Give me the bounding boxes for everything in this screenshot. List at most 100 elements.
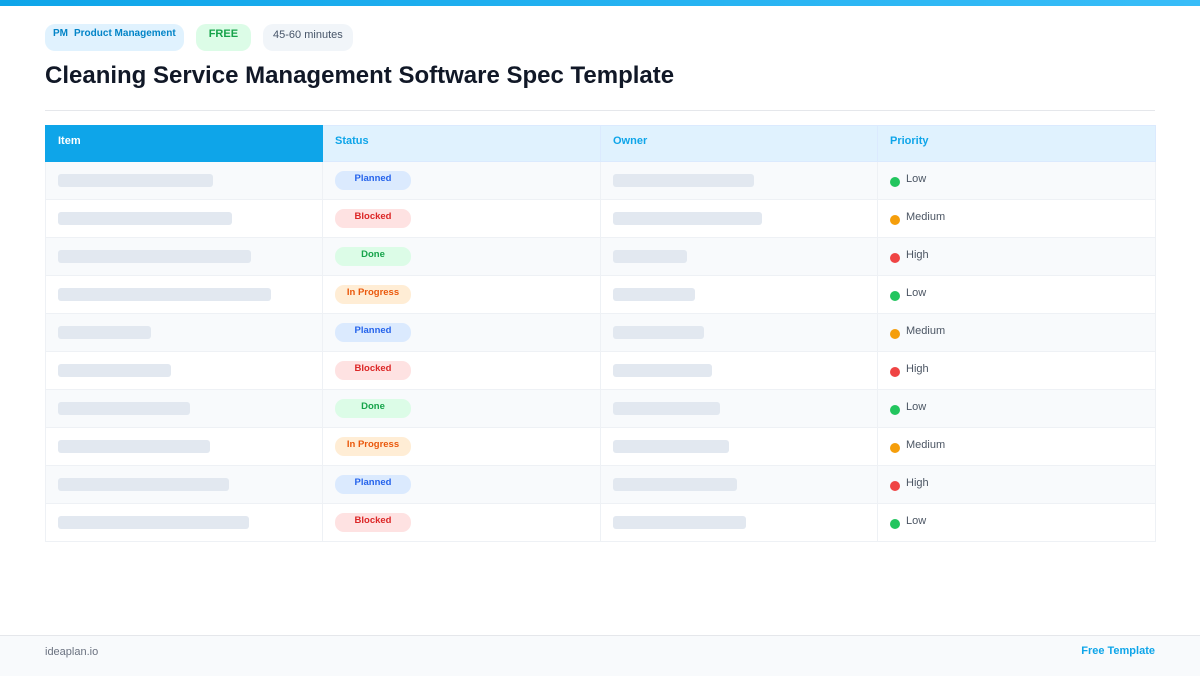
status-cell: Blocked <box>322 351 601 390</box>
priority-cell: High <box>877 465 1156 504</box>
item-cell <box>45 199 323 238</box>
priority-indicator: Low <box>890 514 1143 529</box>
priority-label: Low <box>906 515 927 527</box>
priority-indicator: High <box>890 362 1143 377</box>
item-cell <box>45 313 323 352</box>
priority-dot-icon <box>890 214 900 225</box>
owner-cell <box>600 313 878 352</box>
priority-cell: Medium <box>877 199 1156 238</box>
priority-label: Medium <box>906 439 946 451</box>
category-badge: PM Product Management <box>45 24 184 51</box>
item-cell <box>45 237 323 276</box>
category-badge-prefix: PM <box>53 28 68 39</box>
priority-label: Low <box>906 173 927 185</box>
owner-placeholder-bar <box>613 440 729 453</box>
status-badge: Planned <box>335 475 411 494</box>
priority-cell: Low <box>877 275 1156 314</box>
priority-label: High <box>906 249 929 261</box>
badge-row: PM Product Management FREE 45-60 minutes <box>45 24 353 51</box>
priority-cell: High <box>877 237 1156 276</box>
table-row: Planned High <box>45 465 1156 504</box>
status-cell: Planned <box>322 313 601 352</box>
priority-indicator: Low <box>890 286 1143 301</box>
owner-placeholder-bar <box>613 326 704 339</box>
priority-dot-icon <box>890 442 900 453</box>
item-cell <box>45 275 323 314</box>
header-priority: Priority <box>877 125 1156 162</box>
header-owner: Owner <box>600 125 878 162</box>
footer: ideaplan.io Free Template <box>0 635 1200 676</box>
table-row: Planned Medium <box>45 313 1156 352</box>
table-row: Done High <box>45 237 1156 276</box>
priority-label: Medium <box>906 325 946 337</box>
spec-table: Item Status Owner Priority Planned Low Blo… <box>45 125 1156 542</box>
priority-cell: Medium <box>877 313 1156 352</box>
duration-badge: 45-60 minutes <box>263 24 353 51</box>
priority-cell: Low <box>877 389 1156 428</box>
item-cell <box>45 351 323 390</box>
footer-site: ideaplan.io <box>45 646 99 658</box>
table-row: Blocked Medium <box>45 199 1156 238</box>
priority-dot-icon <box>890 176 900 187</box>
table-row: Blocked Low <box>45 503 1156 542</box>
status-badge: Blocked <box>335 513 411 532</box>
item-placeholder-bar <box>58 288 271 301</box>
priority-dot-icon <box>890 252 900 263</box>
priority-label: High <box>906 363 929 375</box>
owner-cell <box>600 389 878 428</box>
owner-cell <box>600 503 878 542</box>
owner-placeholder-bar <box>613 402 720 415</box>
status-badge: Blocked <box>335 209 411 228</box>
priority-indicator: High <box>890 248 1143 263</box>
priority-dot-icon <box>890 518 900 529</box>
item-cell <box>45 427 323 466</box>
status-badge: In Progress <box>335 285 411 304</box>
item-placeholder-bar <box>58 478 229 491</box>
table-row: Done Low <box>45 389 1156 428</box>
item-placeholder-bar <box>58 440 210 453</box>
status-badge: In Progress <box>335 437 411 456</box>
status-cell: In Progress <box>322 275 601 314</box>
owner-placeholder-bar <box>613 212 762 225</box>
status-cell: Done <box>322 237 601 276</box>
table-row: Blocked High <box>45 351 1156 390</box>
header-item: Item <box>45 125 323 162</box>
top-accent-bar <box>0 0 1200 6</box>
table-row: In Progress Medium <box>45 427 1156 466</box>
owner-placeholder-bar <box>613 516 746 529</box>
status-cell: Planned <box>322 465 601 504</box>
item-cell <box>45 465 323 504</box>
item-placeholder-bar <box>58 364 171 377</box>
priority-cell: Low <box>877 161 1156 200</box>
status-cell: Planned <box>322 161 601 200</box>
priority-indicator: Medium <box>890 210 1143 225</box>
owner-cell <box>600 199 878 238</box>
owner-placeholder-bar <box>613 288 695 301</box>
category-badge-label: Product Management <box>74 28 176 39</box>
status-cell: In Progress <box>322 427 601 466</box>
item-placeholder-bar <box>58 402 190 415</box>
status-badge: Done <box>335 399 411 418</box>
priority-cell: Medium <box>877 427 1156 466</box>
status-badge: Planned <box>335 323 411 342</box>
priority-indicator: Medium <box>890 324 1143 339</box>
table-body: Planned Low Blocked Medium Done High In Progre… <box>45 161 1156 542</box>
status-cell: Blocked <box>322 503 601 542</box>
item-placeholder-bar <box>58 212 232 225</box>
item-cell <box>45 389 323 428</box>
priority-label: High <box>906 477 929 489</box>
priority-dot-icon <box>890 366 900 377</box>
priority-indicator: Low <box>890 400 1143 415</box>
priority-label: Low <box>906 401 927 413</box>
item-placeholder-bar <box>58 516 249 529</box>
status-cell: Done <box>322 389 601 428</box>
owner-placeholder-bar <box>613 250 687 263</box>
owner-cell <box>600 427 878 466</box>
item-cell <box>45 161 323 200</box>
item-placeholder-bar <box>58 250 251 263</box>
table-row: Planned Low <box>45 161 1156 200</box>
header-status: Status <box>322 125 601 162</box>
priority-dot-icon <box>890 480 900 491</box>
status-badge: Done <box>335 247 411 266</box>
item-cell <box>45 503 323 542</box>
